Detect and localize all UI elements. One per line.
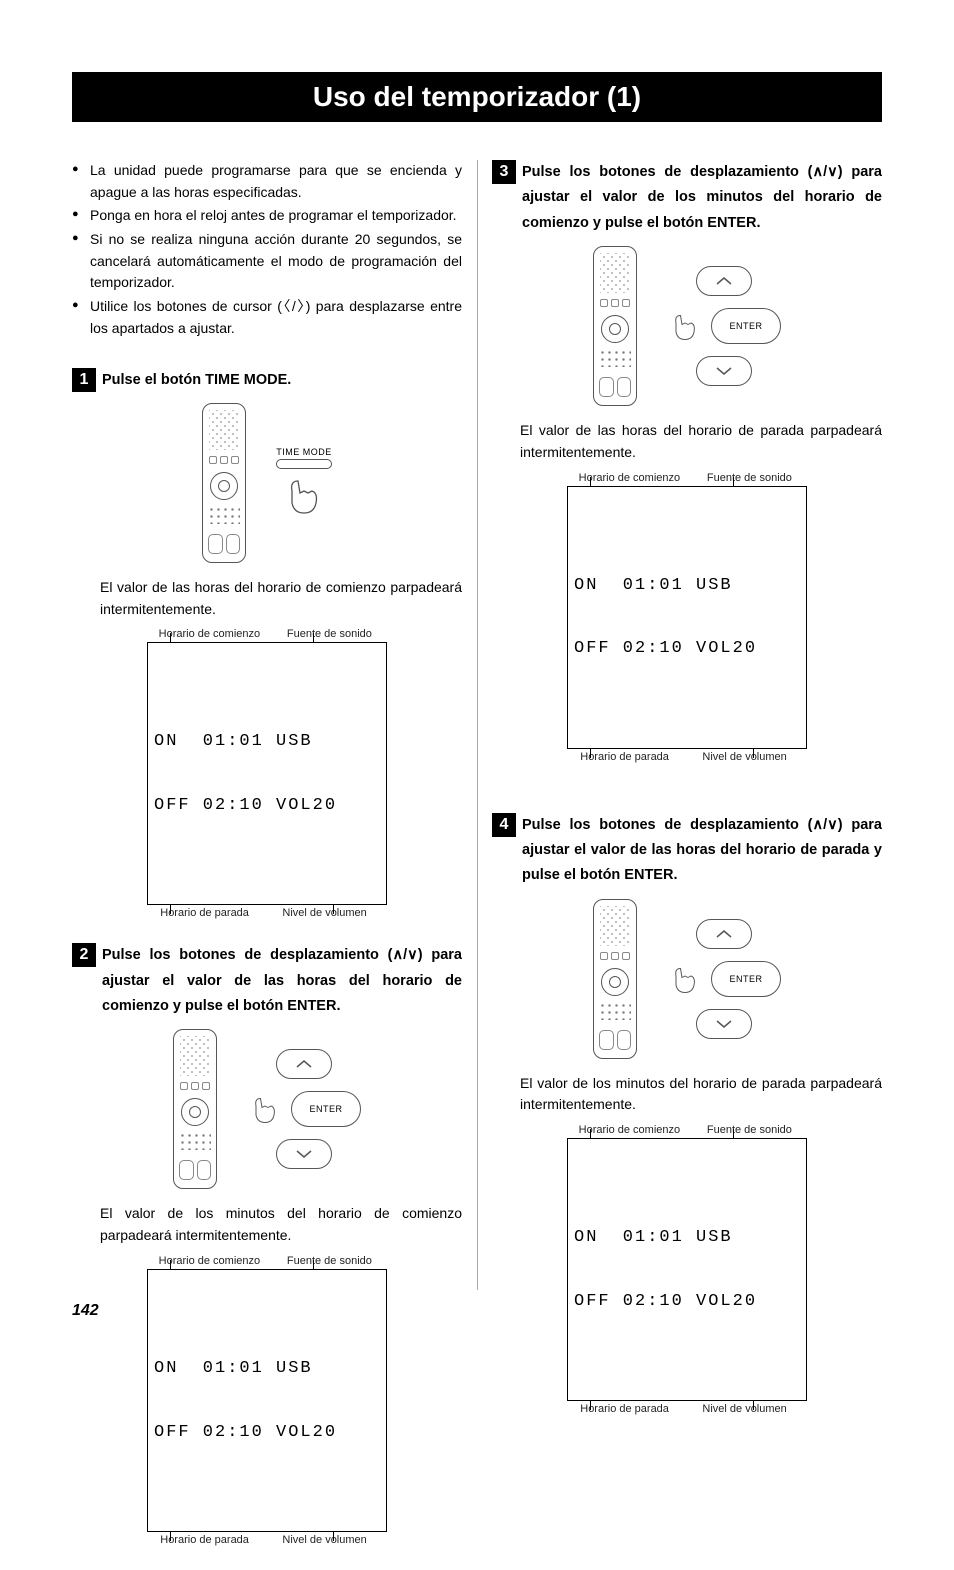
figure-remote-enter: ENTER: [492, 246, 882, 406]
lcd-line1: ON 01:01 USB: [154, 1358, 380, 1379]
lcd-label-start: Horario de comienzo: [147, 628, 272, 640]
lcd-label-stop: Horario de parada: [147, 1534, 262, 1546]
page-number: 142: [72, 1302, 99, 1320]
figure-remote-timemode: TIME MODE: [72, 403, 462, 563]
step-1-after: El valor de las horas del horario de com…: [100, 577, 462, 620]
lcd-label-start: Horario de comienzo: [567, 1124, 692, 1136]
remote-icon: [202, 403, 246, 563]
lcd-display: Horario de comienzo Fuente de sonido ON …: [567, 1124, 807, 1415]
step-3-after: El valor de las horas del horario de par…: [520, 420, 882, 463]
step-number: 3: [492, 160, 516, 184]
remote-icon: [173, 1029, 217, 1189]
scroll-down-icon: [276, 1139, 332, 1169]
lcd-box: ON 01:01 USB OFF 02:10 VOL20: [147, 642, 387, 905]
step-instruction: Pulse los botones de desplazamiento (∧/∨…: [522, 813, 882, 889]
enter-button-icon: ENTER: [291, 1091, 361, 1127]
step-4: 4 Pulse los botones de desplazamiento (∧…: [492, 813, 882, 889]
lcd-label-stop: Horario de parada: [147, 907, 262, 919]
lcd-line1: ON 01:01 USB: [574, 1227, 800, 1248]
scroll-up-icon: [696, 919, 752, 949]
page-title-bar: Uso del temporizador (1): [72, 72, 882, 122]
page-title: Uso del temporizador (1): [313, 81, 641, 113]
hand-press-icon: [667, 961, 703, 997]
enter-label: ENTER: [309, 1104, 342, 1114]
step-number: 4: [492, 813, 516, 837]
intro-bullet-list: La unidad puede programarse para que se …: [72, 160, 462, 340]
lcd-label-source: Fuente de sonido: [692, 1124, 807, 1136]
lcd-label-stop: Horario de parada: [567, 751, 682, 763]
lcd-display: Horario de comienzo Fuente de sonido ON …: [567, 472, 807, 763]
lcd-label-start: Horario de comienzo: [567, 472, 692, 484]
hand-press-icon: [280, 471, 328, 519]
lcd-label-volume: Nivel de volumen: [682, 1403, 807, 1415]
lcd-line2: OFF 02:10 VOL20: [574, 638, 800, 659]
enter-button-icon: ENTER: [711, 308, 781, 344]
lcd-label-source: Fuente de sonido: [272, 1255, 387, 1267]
lcd-label-source: Fuente de sonido: [272, 628, 387, 640]
scroll-down-icon: [696, 356, 752, 386]
hand-press-icon: [667, 308, 703, 344]
step-number: 1: [72, 368, 96, 392]
lcd-box: ON 01:01 USB OFF 02:10 VOL20: [147, 1269, 387, 1532]
lcd-box: ON 01:01 USB OFF 02:10 VOL20: [567, 1138, 807, 1401]
lcd-label-source: Fuente de sonido: [692, 472, 807, 484]
lcd-line2: OFF 02:10 VOL20: [154, 1422, 380, 1443]
scroll-up-icon: [276, 1049, 332, 1079]
enter-buttons-callout: ENTER: [667, 266, 781, 386]
step-instruction: Pulse los botones de desplazamiento (∧/∨…: [522, 160, 882, 236]
lcd-label-volume: Nivel de volumen: [682, 751, 807, 763]
step-number: 2: [72, 943, 96, 967]
intro-bullet: Utilice los botones de cursor (〈/〉) para…: [72, 296, 462, 339]
figure-remote-enter: ENTER: [72, 1029, 462, 1189]
step-2: 2 Pulse los botones de desplazamiento (∧…: [72, 943, 462, 1019]
lcd-label-volume: Nivel de volumen: [262, 1534, 387, 1546]
intro-bullet: Si no se realiza ninguna acción durante …: [72, 229, 462, 294]
enter-label: ENTER: [729, 974, 762, 984]
time-mode-label: TIME MODE: [276, 447, 332, 457]
lcd-display: Horario de comienzo Fuente de sonido ON …: [147, 628, 387, 919]
remote-icon: [593, 246, 637, 406]
step-2-after: El valor de los minutos del horario de c…: [100, 1203, 462, 1246]
scroll-down-icon: [696, 1009, 752, 1039]
lcd-line1: ON 01:01 USB: [154, 731, 380, 752]
intro-bullet: Ponga en hora el reloj antes de programa…: [72, 205, 462, 227]
lcd-line1: ON 01:01 USB: [574, 575, 800, 596]
step-instruction: Pulse el botón TIME MODE.: [102, 368, 462, 393]
right-column: 3 Pulse los botones de desplazamiento (∧…: [492, 160, 882, 1570]
time-mode-callout: TIME MODE: [276, 447, 332, 519]
step-3: 3 Pulse los botones de desplazamiento (∧…: [492, 160, 882, 236]
step-instruction: Pulse los botones de desplazamiento (∧/∨…: [102, 943, 462, 1019]
remote-icon: [593, 899, 637, 1059]
hand-press-icon: [247, 1091, 283, 1127]
step-1: 1 Pulse el botón TIME MODE.: [72, 368, 462, 393]
enter-buttons-callout: ENTER: [667, 919, 781, 1039]
lcd-label-start: Horario de comienzo: [147, 1255, 272, 1267]
lcd-label-volume: Nivel de volumen: [262, 907, 387, 919]
intro-bullet: La unidad puede programarse para que se …: [72, 160, 462, 203]
enter-buttons-callout: ENTER: [247, 1049, 361, 1169]
enter-label: ENTER: [729, 321, 762, 331]
step-4-after: El valor de los minutos del horario de p…: [520, 1073, 882, 1116]
enter-button-icon: ENTER: [711, 961, 781, 997]
lcd-display: Horario de comienzo Fuente de sonido ON …: [147, 1255, 387, 1546]
lcd-line2: OFF 02:10 VOL20: [154, 795, 380, 816]
scroll-up-icon: [696, 266, 752, 296]
lcd-box: ON 01:01 USB OFF 02:10 VOL20: [567, 486, 807, 749]
left-column: La unidad puede programarse para que se …: [72, 160, 462, 1570]
figure-remote-enter: ENTER: [492, 899, 882, 1059]
lcd-line2: OFF 02:10 VOL20: [574, 1291, 800, 1312]
lcd-label-stop: Horario de parada: [567, 1403, 682, 1415]
content-columns: La unidad puede programarse para que se …: [72, 160, 882, 1570]
time-mode-button-icon: [276, 459, 332, 469]
